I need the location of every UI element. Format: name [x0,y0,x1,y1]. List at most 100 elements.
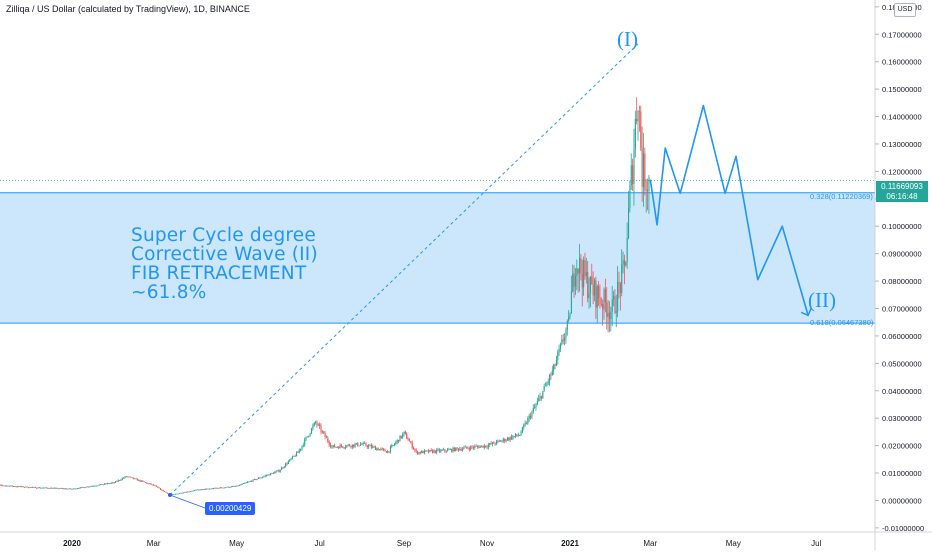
candle-body [76,489,77,490]
wave-2-label[interactable]: (II) [808,288,836,313]
candle-body [606,302,607,317]
candle-body [326,437,327,438]
candle-body [399,436,400,442]
candle-body [393,445,394,446]
chart-title: Zilliqa / US Dollar (calculated by Tradi… [6,4,250,14]
candle-body [316,422,317,425]
currency-button[interactable]: USD [894,3,916,17]
candle-body [357,443,358,446]
candle-body [321,426,322,432]
candle-body [46,488,47,489]
candle-body [553,365,554,371]
candle-body [620,284,621,293]
annotation-line-4: ~61.8% [131,283,318,302]
candle-body [307,436,308,437]
candle-body [107,483,108,484]
candle-body [81,487,82,488]
candle-body [318,425,319,426]
candle-body [112,482,113,483]
candle-body [80,487,81,488]
candle-body [579,258,580,274]
candle-body [368,446,369,447]
candle-body [644,153,645,189]
candle-body [646,190,647,191]
price-axis-label: 0.04000000 [882,387,922,396]
candle-body [447,450,448,452]
candle-body [267,475,268,476]
candle-body [493,442,494,443]
candle-body [182,493,183,494]
candle-body [197,490,198,491]
candle-body [492,442,493,444]
candle-body [367,446,368,447]
candle-body [208,489,209,490]
candle-body [265,476,266,477]
candle-body [612,299,613,311]
candle-body [142,481,143,482]
candle-body [583,260,584,287]
candle-body [345,447,346,448]
candle-body [73,489,74,490]
candle-body [95,486,96,487]
candle-body [174,494,175,495]
candle-body [175,494,176,495]
candle-body [510,437,511,440]
candle-body [133,477,134,478]
candle-body [269,475,270,476]
candle-body [172,494,173,495]
candle-body [236,486,237,487]
candle-body [546,383,547,386]
fib-lower-label: 0.618(0.06467380) [810,318,873,327]
candle-body [63,488,64,489]
candle-body [114,482,115,483]
candle-body [122,478,123,480]
candle-body [489,443,490,445]
candle-body [111,483,112,484]
candle-body [614,296,615,313]
candle-body [565,330,566,338]
candle-body [214,488,215,489]
candle-body [285,464,286,467]
candle-body [216,488,217,489]
candle-body [545,385,546,386]
candle-body [84,487,85,488]
candle-body [131,477,132,478]
candle-body [126,476,127,477]
candle-body [86,487,87,488]
price-axis-label: 0.15000000 [882,85,922,94]
candle-body [120,480,121,481]
candle-body [435,450,436,452]
candle-body [280,470,281,472]
candle-body [297,452,298,453]
price-axis-label: 0.08000000 [882,277,922,286]
candle-body [552,370,553,375]
candle-body [578,268,579,273]
time-axis-label: Sep [397,539,412,548]
candle-body [559,349,560,352]
candle-body [416,450,417,451]
candle-body [25,487,26,488]
candle-body [259,478,260,479]
candle-body [390,447,391,452]
candle-body [378,448,379,450]
candle-body [497,441,498,442]
candle-body [640,112,641,148]
candle-body [618,282,619,284]
candle-body [184,492,185,493]
candle-body [65,489,66,490]
annotation-text[interactable]: Super Cycle degree Corrective Wave (II) … [131,226,318,302]
candle-body [157,487,158,488]
candle-body [598,286,599,298]
wave-1-label[interactable]: (I) [617,27,638,52]
candle-body [379,449,380,450]
candle-body [431,450,432,451]
price-axis-label: 0.07000000 [882,305,922,314]
candle-body [220,487,221,488]
candle-body [568,317,569,321]
candle-body [406,434,407,439]
candle-body [457,448,458,449]
candle-body [395,442,396,444]
candle-body [54,488,55,489]
candle-body [361,444,362,445]
candle-body [138,480,139,481]
